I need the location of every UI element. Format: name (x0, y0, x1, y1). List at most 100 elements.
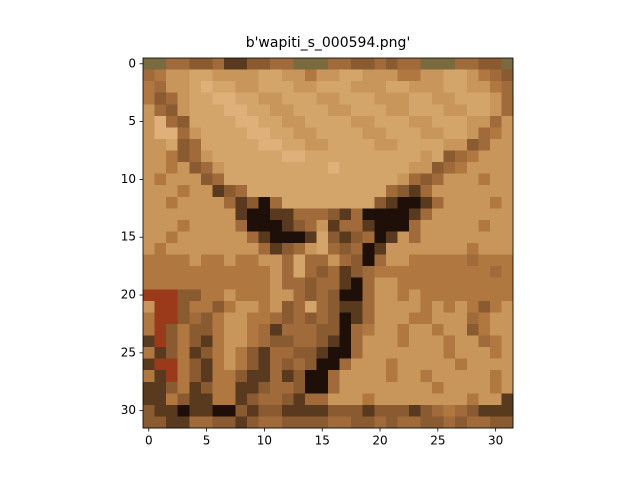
y-tick-label: 20 (121, 288, 136, 302)
pixel (362, 196, 375, 209)
pixel (362, 289, 375, 302)
pixel (235, 115, 248, 128)
pixel (385, 104, 398, 117)
pixel (489, 150, 502, 163)
pixel (223, 162, 236, 174)
pixel (304, 219, 317, 232)
pixel (235, 404, 248, 417)
pixel (328, 358, 340, 371)
pixel (397, 335, 410, 348)
pixel (258, 277, 271, 290)
pixel (328, 393, 340, 406)
pixel (478, 127, 491, 140)
pixel (166, 289, 178, 302)
pixel (420, 92, 433, 105)
pixel (489, 185, 502, 198)
pixel (489, 416, 502, 429)
pixel (177, 104, 190, 117)
pixel (223, 196, 236, 209)
pixel (455, 335, 468, 348)
pixel (223, 92, 236, 105)
pixel (362, 312, 375, 325)
pixel (258, 127, 271, 140)
pixel (281, 127, 294, 140)
pixel (281, 381, 294, 394)
pixel (466, 208, 479, 221)
pixel (212, 335, 225, 348)
pixel (385, 138, 398, 151)
pixel (385, 381, 398, 394)
pixel (362, 231, 375, 244)
pixel (420, 335, 433, 348)
pixel (270, 138, 283, 151)
pixel (408, 347, 421, 359)
pixel (177, 150, 190, 163)
pixel (362, 92, 375, 105)
pixel (489, 104, 502, 117)
pixel (154, 404, 167, 417)
pixel (455, 196, 468, 209)
pixel (235, 69, 248, 82)
pixel (339, 300, 352, 313)
pixel (501, 231, 514, 244)
pixel (177, 127, 190, 140)
pixel (281, 370, 294, 383)
pixel (489, 138, 502, 151)
pixel (385, 69, 398, 82)
pixel (374, 312, 387, 325)
pixel (501, 219, 514, 232)
pixel (466, 266, 479, 278)
pixel (235, 312, 248, 325)
pixel (166, 266, 178, 278)
pixel (362, 347, 375, 359)
pixel (189, 254, 202, 267)
pixel (143, 323, 155, 336)
pixel (420, 381, 433, 394)
pixel (432, 150, 444, 163)
pixel (143, 312, 155, 325)
pixel (339, 393, 352, 406)
pixel (281, 58, 294, 70)
pixel (143, 219, 155, 232)
pixel (466, 173, 479, 186)
pixel (200, 92, 213, 105)
pixel (408, 127, 421, 140)
pixel (339, 243, 352, 255)
pixel (189, 416, 202, 429)
pixel (374, 92, 387, 105)
pixel (478, 196, 491, 209)
pixel (247, 358, 259, 371)
pixel (478, 300, 491, 313)
pixel (328, 138, 340, 151)
pixel (247, 115, 259, 128)
image (143, 58, 514, 429)
pixel (351, 185, 363, 198)
pixel (143, 347, 155, 359)
pixel (478, 185, 491, 198)
pixel (443, 416, 456, 429)
pixel (362, 335, 375, 348)
pixel (293, 173, 306, 186)
pixel (281, 277, 294, 290)
pixel (385, 196, 398, 209)
pixel (328, 404, 340, 417)
pixel (189, 196, 202, 209)
pixel (154, 289, 167, 302)
y-tick-label: 25 (121, 345, 136, 359)
pixel (408, 393, 421, 406)
pixel (281, 162, 294, 174)
pixel (339, 219, 352, 232)
pixel (270, 104, 283, 117)
pixel (212, 115, 225, 128)
pixel (351, 266, 363, 278)
pixel (177, 243, 190, 255)
pixel (432, 416, 444, 429)
pixel (293, 138, 306, 151)
pixel (455, 115, 468, 128)
pixel (408, 231, 421, 244)
pixel (374, 115, 387, 128)
pixel (223, 185, 236, 198)
pixel (235, 219, 248, 232)
pixel (247, 404, 259, 417)
pixel (189, 335, 202, 348)
